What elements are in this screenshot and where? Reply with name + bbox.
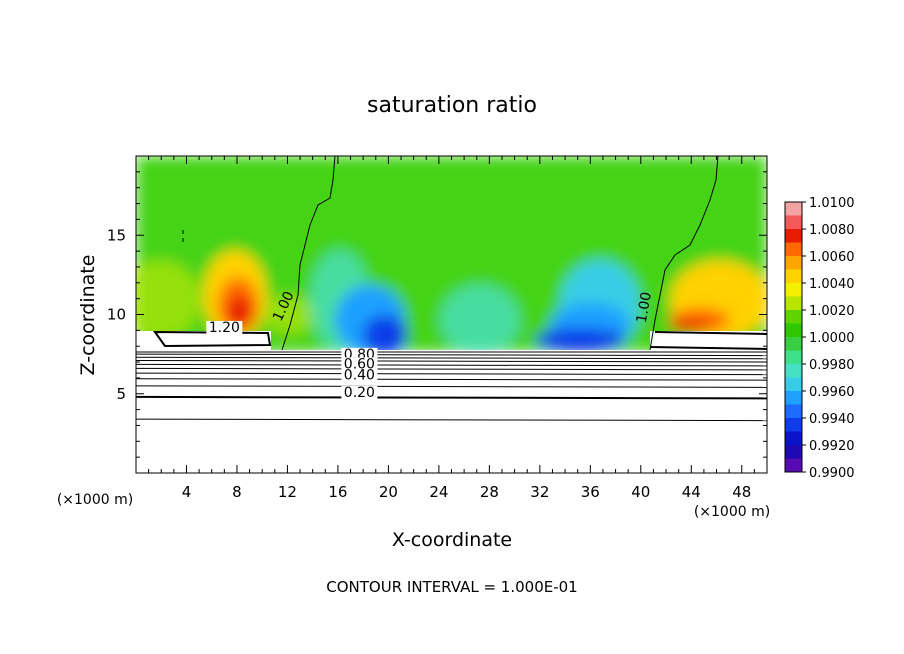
x-axis-unit-right: (×1000 m) xyxy=(694,504,770,520)
chart-title: saturation ratio xyxy=(367,93,537,118)
contour-line xyxy=(136,385,767,388)
colorbar-label: 1.0020 xyxy=(809,304,855,319)
colorbar-swatch xyxy=(785,404,802,419)
colorbar-label: 1.0000 xyxy=(809,331,855,346)
heatmap-field xyxy=(136,156,767,473)
colorbar-label: 0.9940 xyxy=(809,412,855,427)
colorbar-swatch xyxy=(785,242,802,257)
colorbar-label: 1.0100 xyxy=(809,196,855,211)
x-axis-unit-left: (×1000 m) xyxy=(57,492,133,508)
x-tick-label: 28 xyxy=(480,483,499,501)
colorbar-label: 0.9980 xyxy=(809,358,855,373)
x-tick-label: 32 xyxy=(530,483,549,501)
x-tick-label: 24 xyxy=(429,483,448,501)
contour-label-background xyxy=(341,385,378,400)
colorbar-swatch xyxy=(785,418,802,432)
contour-line xyxy=(136,363,767,367)
x-tick-label: 12 xyxy=(278,483,297,501)
contour-label: 0.20 xyxy=(344,385,375,401)
x-tick-label: 40 xyxy=(631,483,650,501)
colorbar: 1.0100 1.0080 1.0060 1.0040 1.0020 1.0000 0.99… xyxy=(784,196,855,481)
colorbar-swatch xyxy=(785,310,802,324)
contour-label: 1.20 xyxy=(209,320,240,336)
colorbar-label: 1.0060 xyxy=(809,250,855,265)
y-tick-label: 5 xyxy=(116,385,126,403)
colorbar-swatch xyxy=(785,296,802,311)
colorbar-label: 1.0040 xyxy=(809,277,855,292)
colorbar-swatch xyxy=(785,337,802,351)
contour-label: 0.40 xyxy=(344,367,375,383)
colorbar-swatch xyxy=(785,215,802,230)
contour-line xyxy=(136,353,767,357)
x-tick-label: 48 xyxy=(732,483,751,501)
colorbar-swatch xyxy=(785,323,802,338)
colorbar-label: 0.9960 xyxy=(809,385,855,400)
contour-line xyxy=(136,367,767,371)
colorbar-swatch xyxy=(785,283,802,297)
colorbar-swatch xyxy=(785,445,802,459)
contour-line xyxy=(136,359,767,363)
contour-line xyxy=(136,418,767,422)
colorbar-swatch xyxy=(785,269,802,284)
x-tick-label: 44 xyxy=(682,483,701,501)
x-tick-label: 16 xyxy=(328,483,347,501)
contour-label: 1.00 xyxy=(634,291,655,324)
x-tick-label: 20 xyxy=(379,483,398,501)
colorbar-swatch xyxy=(785,229,802,243)
colorbar-label: 0.9900 xyxy=(809,466,855,481)
colorbar-swatch xyxy=(785,377,802,392)
x-tick-label: 8 xyxy=(232,483,242,501)
x-tick-label: 36 xyxy=(581,483,600,501)
y-axis-label: Z-coordinate xyxy=(77,255,99,376)
contour-line xyxy=(136,372,767,376)
colorbar-label: 0.9920 xyxy=(809,439,855,454)
x-tick-label: 4 xyxy=(182,483,192,501)
contour-line xyxy=(136,378,767,381)
colorbar-swatch xyxy=(785,391,802,405)
contour-line xyxy=(136,356,767,360)
colorbar-swatch xyxy=(785,350,802,365)
colorbar-swatch xyxy=(785,256,802,270)
contour-line xyxy=(136,395,767,400)
colorbar-swatch xyxy=(785,431,802,446)
colorbar-label: 1.0080 xyxy=(809,223,855,238)
contour-label-background xyxy=(341,368,378,383)
contour-interval-footer: CONTOUR INTERVAL = 1.000E-01 xyxy=(326,578,577,596)
contour-label: 0.60 xyxy=(344,356,375,372)
contour-label-background xyxy=(206,320,243,335)
y-tick-label: 10 xyxy=(107,306,126,324)
colorbar-swatch xyxy=(785,458,802,473)
x-axis-label: X-coordinate xyxy=(392,529,512,551)
contour-label-background xyxy=(341,357,378,372)
y-tick-label: 15 xyxy=(107,226,126,244)
colorbar-swatch xyxy=(785,202,802,216)
colorbar-swatch xyxy=(785,364,802,378)
